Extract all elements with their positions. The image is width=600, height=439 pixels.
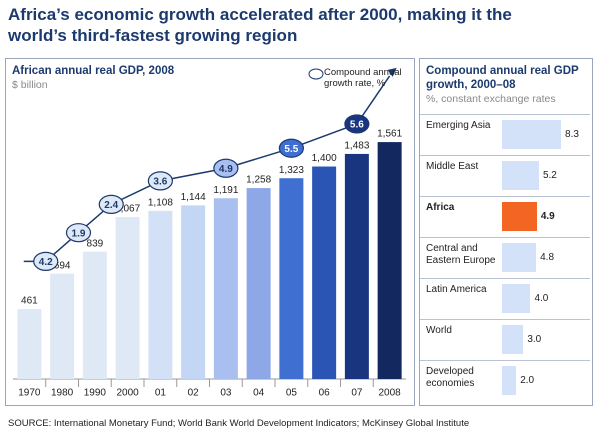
x-tick-label: 03 <box>220 388 232 399</box>
growth-oval <box>33 251 59 271</box>
bar <box>279 178 304 379</box>
row-separator <box>420 114 590 156</box>
page-title: Africa’s economic growth accelerated aft… <box>8 5 512 45</box>
row-separator <box>420 319 590 361</box>
x-tick-label: 04 <box>253 388 265 399</box>
category-label: Developed economies <box>426 366 475 389</box>
x-tick-label: 2000 <box>117 388 140 399</box>
category-label: Middle East <box>426 161 479 172</box>
value-label: 3.0 <box>527 334 542 345</box>
growth-label: 4.9 <box>219 164 233 175</box>
growth-oval <box>213 158 239 178</box>
x-tick-label: 07 <box>351 388 363 399</box>
source-note: SOURCE: International Monetary Fund; Wor… <box>8 418 470 429</box>
bar <box>377 142 402 379</box>
bar <box>213 198 238 379</box>
legend-oval <box>308 68 324 80</box>
bar <box>115 217 140 379</box>
x-tick-label: 2008 <box>379 388 402 399</box>
bar <box>502 161 539 190</box>
x-tick-label: 01 <box>155 388 167 399</box>
legend-label: Compound annual growth rate, % <box>324 67 402 89</box>
bar <box>246 188 271 379</box>
row-separator <box>420 360 590 402</box>
bar <box>502 284 531 313</box>
bar <box>502 243 537 272</box>
bar <box>502 202 537 231</box>
row-separator <box>420 196 590 238</box>
x-tick-label: 1980 <box>51 388 74 399</box>
x-tick-label: 02 <box>188 388 200 399</box>
x-tick-label: 1970 <box>18 388 41 399</box>
value-label: 4.8 <box>540 252 555 263</box>
panel-subtitle: %, constant exchange rates <box>426 93 556 105</box>
value-label: 1,108 <box>148 197 173 208</box>
value-label: 1,258 <box>246 175 271 186</box>
value-label: 4.9 <box>540 211 555 222</box>
category-label: Emerging Asia <box>426 120 491 131</box>
bar <box>82 251 107 379</box>
panel-subtitle: $ billion <box>12 79 48 91</box>
row-separator <box>420 278 590 320</box>
row-separator <box>420 155 590 197</box>
value-label: 1,191 <box>213 185 238 196</box>
category-label: Africa <box>426 202 455 213</box>
value-label: 5.2 <box>542 170 557 181</box>
panel-title: Compound annual real GDP growth, 2000–08 <box>426 65 579 91</box>
bar <box>502 120 562 149</box>
panel-title: African annual real GDP, 2008 <box>12 65 175 77</box>
value-label: 1,561 <box>377 129 402 140</box>
x-tick-label: 05 <box>286 388 298 399</box>
bar <box>312 166 337 379</box>
bar <box>502 366 517 395</box>
value-label: 8.3 <box>565 129 579 140</box>
category-label: World <box>426 325 452 336</box>
growth-label: 2.4 <box>104 200 118 211</box>
bar <box>17 309 42 379</box>
bar <box>344 153 369 379</box>
arrow-head <box>387 67 397 77</box>
growth-oval <box>65 223 92 243</box>
bar <box>181 205 206 379</box>
growth-label: 5.5 <box>284 144 298 155</box>
growth-panel: Compound annual real GDP growth, 2000–08… <box>419 58 593 406</box>
growth-oval <box>98 194 124 214</box>
bar <box>50 273 75 379</box>
value-label: 1,323 <box>279 165 304 176</box>
value-label: 461 <box>21 296 38 307</box>
category-label: Central and Eastern Europe <box>426 243 496 266</box>
growth-label: 3.6 <box>153 176 167 187</box>
bar <box>148 210 173 379</box>
growth-oval <box>278 138 304 158</box>
x-tick-label: 1990 <box>84 388 107 399</box>
row-separator <box>420 237 590 279</box>
value-label: 1,144 <box>181 192 206 203</box>
growth-label: 4.2 <box>39 257 53 268</box>
growth-oval <box>147 171 173 191</box>
x-tick-label: 06 <box>319 388 331 399</box>
value-label: 839 <box>87 238 104 249</box>
value-label: 4.0 <box>534 293 549 304</box>
growth-label: 1.9 <box>72 228 86 239</box>
value-label: 694 <box>54 260 71 271</box>
growth-oval <box>344 114 370 134</box>
category-label: Latin America <box>426 284 487 295</box>
value-label: 2.0 <box>520 375 535 386</box>
gdp-chart: 461 1970 694 1980 839 1990 1,067 2000 1,108 01 1,1… <box>13 67 406 399</box>
value-label: 1,483 <box>344 141 369 152</box>
value-label: 1,067 <box>115 204 140 215</box>
bar <box>502 325 524 354</box>
value-label: 1,400 <box>312 153 337 164</box>
gdp-panel: African annual real GDP, 2008 $ billion … <box>5 58 415 406</box>
growth-label: 5.6 <box>350 120 364 131</box>
